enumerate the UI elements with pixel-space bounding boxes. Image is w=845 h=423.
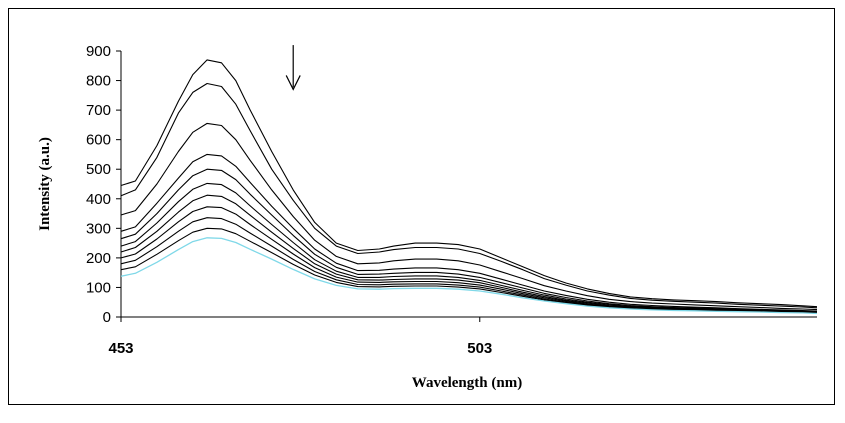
down-arrow-annotation: [285, 45, 301, 91]
series-line-5: [120, 168, 818, 313]
series-line-6: [120, 182, 818, 313]
series-line-8: [120, 206, 818, 314]
series-line-7: [120, 194, 818, 313]
series-group: [120, 59, 818, 315]
series-line-3: [120, 122, 818, 311]
y-tick-label: 900: [86, 43, 111, 60]
arrow-head: [285, 75, 301, 91]
x-tick-label: 453: [108, 340, 133, 357]
y-axis-label: Intensity (a.u.): [37, 137, 53, 231]
y-tick-label: 100: [86, 279, 111, 296]
y-tick-label: 400: [86, 191, 111, 208]
series-line-9: [120, 217, 818, 314]
series-line-1: [120, 59, 818, 308]
series-line-2: [120, 82, 818, 309]
series-line-11: [120, 237, 818, 315]
y-tick-label: 200: [86, 250, 111, 267]
x-tick-label: 503: [467, 340, 492, 357]
y-tick-label: 600: [86, 132, 111, 149]
series-line-4: [120, 153, 818, 312]
y-tick-label: 0: [103, 309, 111, 326]
chart-frame: 0 100 200 300 400 500 600 700 800 900 453 503 Inte…: [8, 8, 835, 405]
y-tick-label: 300: [86, 220, 111, 237]
y-tick-label: 800: [86, 73, 111, 90]
y-axis-ticks: 0 100 200 300 400 500 600 700 800 900: [86, 43, 121, 326]
x-axis-ticks: 453 503: [108, 317, 492, 357]
emission-spectra-chart: 0 100 200 300 400 500 600 700 800 900 453 503 Inte…: [37, 43, 818, 391]
series-line-10: [120, 227, 818, 314]
y-tick-label: 500: [86, 161, 111, 178]
y-tick-label: 700: [86, 102, 111, 119]
x-axis-label: Wavelength (nm): [412, 375, 522, 391]
